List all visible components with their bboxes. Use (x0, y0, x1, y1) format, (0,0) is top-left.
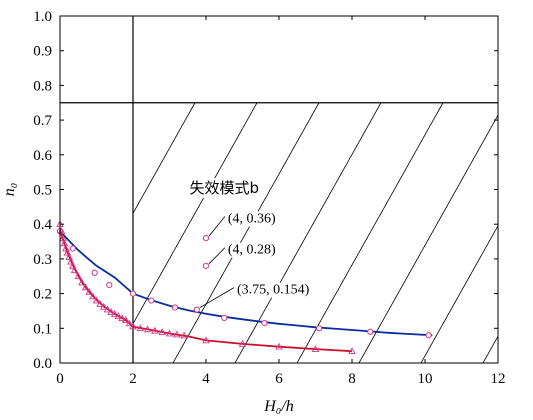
y-tick-label: 1.0 (33, 9, 52, 25)
x-tick-label: 8 (348, 371, 356, 387)
series-2-point (78, 278, 86, 286)
series-2-point (70, 266, 79, 273)
hatch-line (296, 102, 444, 363)
x-tick-label: 12 (491, 371, 506, 387)
y-tick-label: 0.2 (33, 287, 52, 303)
series-2-point (180, 331, 188, 339)
hatch-line (133, 102, 134, 104)
series-2-point (67, 257, 75, 265)
series-2-point (173, 330, 181, 338)
series-2-point (275, 342, 283, 350)
hatch-line (420, 224, 498, 363)
series-2-point (103, 305, 112, 313)
series-2-point (121, 316, 130, 323)
annotation-label: (3.75, 0.154) (237, 283, 310, 298)
series-2-point (74, 272, 83, 280)
annotation-backdrop (235, 282, 312, 298)
series-2-point (100, 302, 108, 310)
y-tick-label: 0.9 (33, 44, 52, 60)
hatch-line (133, 102, 258, 325)
series-1-point (425, 332, 432, 339)
series-2-point (92, 296, 101, 304)
series-2-point (143, 325, 152, 333)
annotation-leader (208, 216, 226, 237)
y-tick-label: 0.4 (33, 217, 52, 233)
x-tick-label: 6 (275, 371, 283, 387)
annotation-backdrop (225, 242, 279, 258)
axis-ticks: 0 2 4 6 8 10 12 0.0 0.1 0.2 0.3 0.4 0.5 0.6 0.7 0.8 0.9 1… (33, 9, 505, 387)
failure-mode-label: 失效模式b (189, 179, 259, 197)
annotation-label: (4, 0.36) (228, 211, 276, 226)
series-2-point (125, 319, 134, 327)
reference-lines (60, 16, 498, 363)
series-2-point (129, 322, 137, 330)
series-2-point (85, 287, 93, 295)
x-tick-label: 2 (129, 371, 137, 387)
plot-frame (59, 15, 499, 364)
x-tick-label: 4 (202, 371, 210, 387)
series-2-point (81, 283, 90, 291)
annotation-leader (199, 287, 235, 308)
series-2-point (238, 339, 247, 347)
hatch-line (172, 102, 320, 363)
series-2-point (59, 234, 67, 241)
series-2-point (89, 292, 97, 300)
series-2-point (114, 312, 123, 320)
series-2-point (118, 314, 126, 322)
y-tick-label: 0.7 (33, 113, 52, 129)
x-axis-label: H₀/h (263, 398, 294, 415)
hatch-line (358, 114, 498, 363)
region-label-backdrop (186, 177, 263, 198)
series-2-point (136, 324, 145, 332)
series-2-point (311, 345, 320, 352)
annotation-point (193, 306, 200, 313)
y-tick-label: 0.5 (33, 183, 52, 199)
series-1-point (106, 281, 113, 289)
hatched-region (133, 102, 498, 363)
annotation-leader (208, 247, 226, 265)
y-tick-label: 0.6 (33, 148, 52, 164)
y-tick-label: 0.0 (33, 356, 52, 372)
annotation-point (202, 262, 210, 269)
series-1-point (69, 245, 76, 252)
series-2-point (110, 310, 119, 317)
hatch-line (234, 102, 382, 363)
annotation-point (202, 234, 210, 242)
x-tick-label: 10 (418, 371, 433, 387)
series-2-point (202, 336, 210, 344)
series-2-point (348, 347, 356, 355)
y-tick-label: 0.3 (33, 252, 52, 268)
series-1-point (148, 297, 155, 304)
series-2-point (60, 239, 69, 247)
y-tick-label: 0.1 (33, 321, 52, 337)
series-1-point (171, 304, 179, 311)
series-2-point (62, 244, 70, 252)
series-2-point (107, 308, 115, 315)
series-2-point (63, 248, 72, 256)
series-1-point (129, 290, 137, 297)
series-2-line (59, 229, 353, 353)
y-tick-label: 0.8 (33, 78, 52, 94)
x-tick-label: 0 (56, 371, 64, 387)
annotation-label: (4, 0.28) (228, 243, 276, 258)
annotations: (4, 0.36) (4, 0.28) (3.75, 0.154) (186, 177, 312, 313)
hatch-line (133, 102, 196, 215)
series-1-point (367, 328, 374, 335)
series-2-point (165, 329, 174, 337)
annotation-backdrop (225, 211, 279, 227)
series-1-point (261, 319, 268, 327)
series-group (56, 220, 433, 355)
series-2-point (69, 261, 77, 269)
series-2-point (158, 328, 166, 335)
series-1-point (316, 325, 323, 332)
series-1-point (91, 269, 98, 276)
series-2-point (151, 326, 159, 334)
series-2-point (65, 253, 73, 261)
hatch-line (482, 335, 498, 363)
y-axis-label: n₀ (1, 183, 18, 197)
series-2-point (96, 300, 104, 307)
series-1-point (221, 314, 228, 321)
